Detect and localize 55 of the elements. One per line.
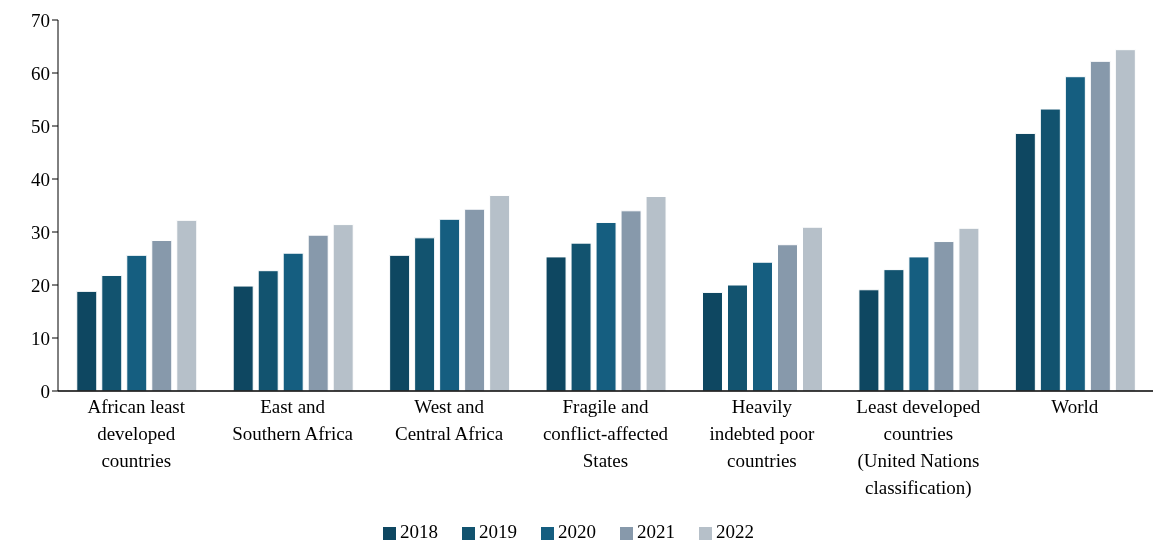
y-tick-label: 30 (31, 221, 50, 243)
bar (151, 239, 173, 391)
bar (645, 195, 667, 391)
bar (464, 208, 486, 391)
bar (883, 269, 905, 391)
y-tick-label: 40 (31, 168, 50, 190)
legend-label: 2022 (716, 521, 754, 542)
legend-label: 2018 (400, 521, 438, 542)
bar (389, 254, 411, 391)
bar (1089, 60, 1111, 391)
bar (489, 194, 511, 391)
bar (257, 270, 279, 391)
bar (332, 224, 354, 391)
bar (101, 274, 123, 391)
y-tick-label: 0 (40, 380, 50, 402)
bar (76, 290, 98, 391)
x-tick-label: Heavily indebted poor countries (709, 396, 816, 471)
y-tick-label: 10 (31, 327, 50, 349)
bar (751, 261, 773, 391)
x-tick-label: World (1051, 396, 1099, 417)
bar (414, 237, 436, 391)
bar (1064, 76, 1086, 391)
bar (307, 234, 329, 391)
bar (545, 256, 567, 391)
bar (126, 254, 148, 391)
bar (439, 218, 461, 391)
bar (701, 291, 723, 391)
legend-label: 2019 (479, 521, 517, 542)
x-tick-label: African least developed countries (87, 396, 186, 471)
bar (282, 252, 304, 391)
bar (232, 285, 254, 391)
x-tick-label: Fragile and conflict-affected States (542, 396, 669, 471)
bar (1039, 108, 1061, 391)
y-tick-label: 50 (31, 115, 50, 137)
bar (958, 227, 980, 391)
bar (801, 226, 823, 391)
bar (620, 210, 642, 391)
bar (176, 219, 198, 391)
bar (933, 241, 955, 391)
bar (776, 244, 798, 391)
bar (595, 221, 617, 391)
y-tick-label: 20 (31, 274, 50, 296)
x-tick-label: East and Southern Africa (232, 396, 354, 444)
bar (1114, 49, 1136, 391)
bar (570, 242, 592, 391)
y-tick-label: 60 (31, 62, 50, 84)
legend-label: 2020 (558, 521, 596, 542)
x-tick-label: Least developed countries (United Nations classification) (856, 396, 981, 499)
bar (858, 289, 880, 391)
bar (726, 284, 748, 391)
x-tick-label: West and Central Africa (394, 396, 504, 444)
bar (1014, 132, 1036, 391)
y-tick-label: 70 (31, 9, 50, 31)
legend-label: 2021 (637, 521, 675, 542)
bar (908, 256, 930, 391)
